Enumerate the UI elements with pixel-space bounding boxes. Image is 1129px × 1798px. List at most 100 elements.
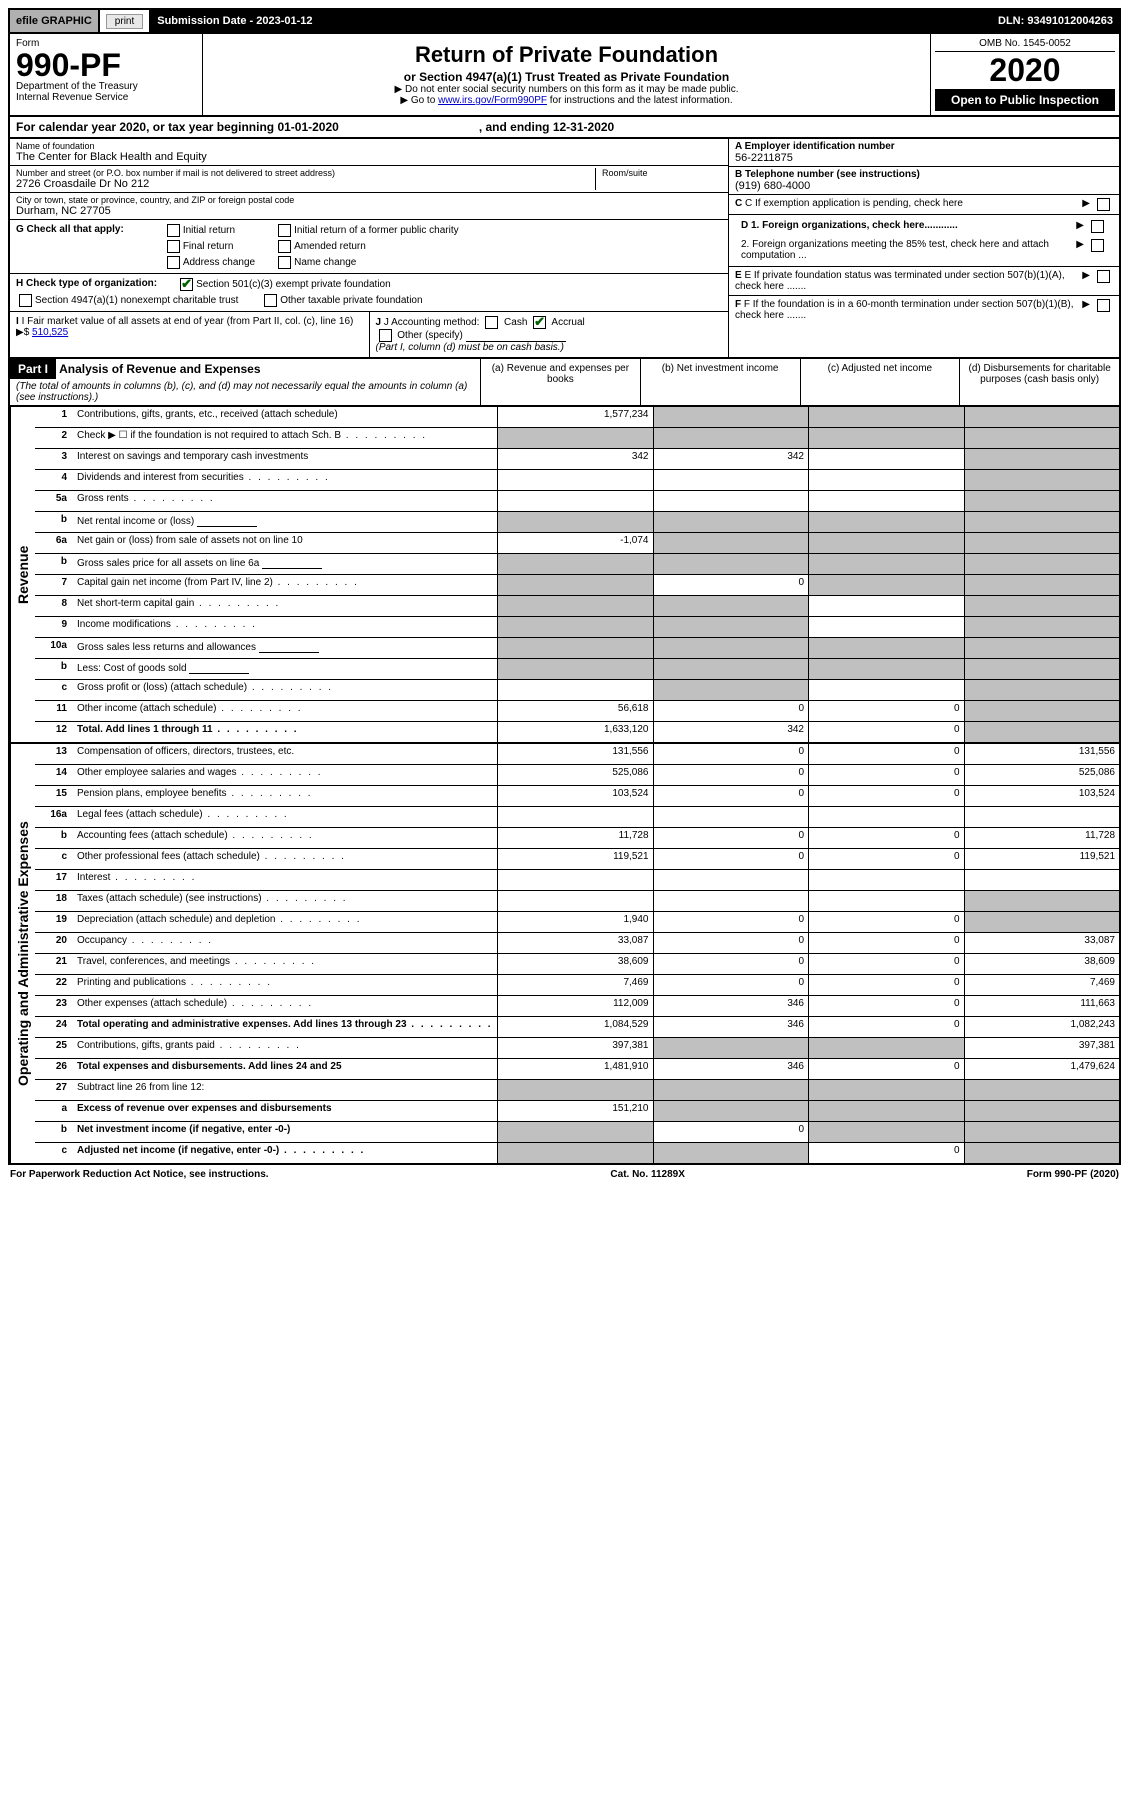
cell-c [809, 891, 965, 911]
cell-c [809, 638, 965, 658]
checkbox-d1[interactable] [1091, 220, 1104, 233]
revenue-side-label: Revenue [10, 407, 35, 742]
d1-label: D 1. Foreign organizations, check here..… [741, 220, 1072, 231]
instr-2: ▶ Go to www.irs.gov/Form990PF for instru… [209, 95, 924, 106]
line-desc: Other income (attach schedule) [73, 701, 498, 721]
line-desc: Net gain or (loss) from sale of assets n… [73, 533, 498, 553]
line-number: 18 [35, 891, 73, 911]
cell-d: 1,082,243 [965, 1017, 1120, 1037]
checkbox-other-method[interactable] [379, 329, 392, 342]
cal-year-text: For calendar year 2020, or tax year begi… [16, 120, 339, 134]
cell-c: 0 [809, 933, 965, 953]
expenses-table: Operating and Administrative Expenses 13… [8, 744, 1121, 1165]
i-cell: I I Fair market value of all assets at e… [10, 312, 370, 357]
expenses-body: 13Compensation of officers, directors, t… [35, 744, 1119, 1163]
tel-cell: B Telephone number (see instructions) (9… [729, 167, 1119, 195]
table-row: aExcess of revenue over expenses and dis… [35, 1101, 1119, 1122]
fmv-link[interactable]: 510,525 [32, 327, 68, 338]
table-row: cOther professional fees (attach schedul… [35, 849, 1119, 870]
cell-c [809, 807, 965, 827]
table-row: bGross sales price for all assets on lin… [35, 554, 1119, 575]
checkbox-initial-former[interactable] [278, 224, 291, 237]
room-cell: Room/suite [596, 168, 722, 190]
cell-d [965, 1080, 1120, 1100]
j-other: Other (specify) [397, 330, 463, 341]
cell-d [965, 722, 1120, 742]
checkbox-amended[interactable] [278, 240, 291, 253]
col-a-head: (a) Revenue and expenses per books [481, 359, 641, 405]
checkbox-final-return[interactable] [167, 240, 180, 253]
line-desc: Gross sales price for all assets on line… [73, 554, 498, 574]
dept: Department of the Treasury [16, 81, 196, 92]
line-desc: Net investment income (if negative, ente… [73, 1122, 498, 1142]
cell-b: 0 [654, 786, 810, 806]
cell-a: 525,086 [498, 765, 654, 785]
checkbox-4947[interactable] [19, 294, 32, 307]
cell-b [654, 491, 810, 511]
cell-c: 0 [809, 975, 965, 995]
cell-c: 0 [809, 1143, 965, 1163]
cell-a: 112,009 [498, 996, 654, 1016]
checkbox-cash[interactable] [485, 316, 498, 329]
checkbox-other-taxable[interactable] [264, 294, 277, 307]
table-row: 14Other employee salaries and wages525,0… [35, 765, 1119, 786]
checkbox-d2[interactable] [1091, 239, 1104, 252]
line-number: 20 [35, 933, 73, 953]
instr2-pre: ▶ Go to [400, 95, 438, 106]
cell-a [498, 617, 654, 637]
cell-d [965, 701, 1120, 721]
cell-c [809, 449, 965, 469]
cell-a [498, 470, 654, 490]
foundation-name: The Center for Black Health and Equity [16, 151, 722, 163]
cell-d: 11,728 [965, 828, 1120, 848]
cell-b [654, 428, 810, 448]
line-desc: Total. Add lines 1 through 11 [73, 722, 498, 742]
checkbox-initial-return[interactable] [167, 224, 180, 237]
checkbox-c[interactable] [1097, 198, 1110, 211]
d2-label: 2. Foreign organizations meeting the 85%… [741, 239, 1072, 261]
cell-a: 56,618 [498, 701, 654, 721]
ein-cell: A Employer identification number 56-2211… [729, 139, 1119, 167]
cell-a [498, 1080, 654, 1100]
cell-a: 342 [498, 449, 654, 469]
irs: Internal Revenue Service [16, 92, 196, 103]
e-label: E If private foundation status was termi… [735, 270, 1065, 292]
part1-note: (The total of amounts in columns (b), (c… [10, 379, 480, 405]
cell-c [809, 428, 965, 448]
omb-number: OMB No. 1545-0052 [935, 38, 1115, 52]
g-row: G Check all that apply: Initial return F… [10, 220, 728, 274]
checkbox-e[interactable] [1097, 270, 1110, 283]
cell-a: 38,609 [498, 954, 654, 974]
irs-link[interactable]: www.irs.gov/Form990PF [438, 95, 547, 106]
cell-a: -1,074 [498, 533, 654, 553]
cell-a: 1,481,910 [498, 1059, 654, 1079]
table-row: 25Contributions, gifts, grants paid397,3… [35, 1038, 1119, 1059]
checkbox-f[interactable] [1097, 299, 1110, 312]
table-row: 22Printing and publications7,469007,469 [35, 975, 1119, 996]
revenue-body: 1Contributions, gifts, grants, etc., rec… [35, 407, 1119, 742]
line-number: 6a [35, 533, 73, 553]
entity-right: A Employer identification number 56-2211… [728, 139, 1119, 357]
checkbox-name-change[interactable] [278, 256, 291, 269]
line-number: c [35, 680, 73, 700]
cell-a: 1,633,120 [498, 722, 654, 742]
print-button[interactable]: print [106, 14, 143, 29]
cell-b: 346 [654, 996, 810, 1016]
cell-d: 103,524 [965, 786, 1120, 806]
cell-d: 131,556 [965, 744, 1120, 764]
cell-b [654, 807, 810, 827]
h-4947: Section 4947(a)(1) nonexempt charitable … [35, 295, 238, 306]
checkbox-address-change[interactable] [167, 256, 180, 269]
submission-date: Submission Date - 2023-01-12 [151, 10, 320, 32]
footer-right: Form 990-PF (2020) [1027, 1169, 1119, 1180]
calendar-year-row: For calendar year 2020, or tax year begi… [8, 117, 1121, 139]
form-title: Return of Private Foundation [209, 42, 924, 68]
form-subtitle: or Section 4947(a)(1) Trust Treated as P… [209, 70, 924, 84]
cell-b: 0 [654, 954, 810, 974]
checkbox-501c3[interactable] [180, 278, 193, 291]
cell-c [809, 575, 965, 595]
table-row: 8Net short-term capital gain [35, 596, 1119, 617]
checkbox-accrual[interactable] [533, 316, 546, 329]
table-row: cGross profit or (loss) (attach schedule… [35, 680, 1119, 701]
line-desc: Excess of revenue over expenses and disb… [73, 1101, 498, 1121]
